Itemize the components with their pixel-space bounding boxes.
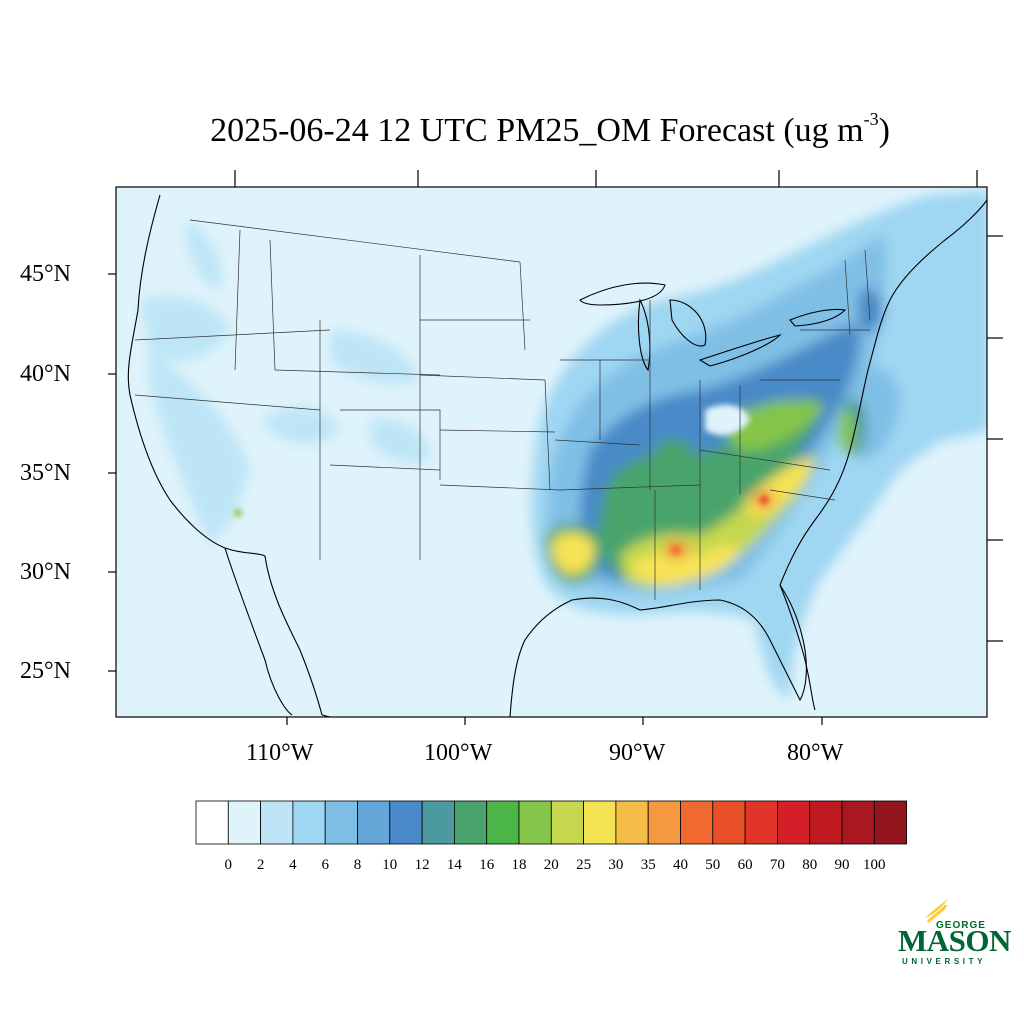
colorbar-swatch-14: [647, 800, 681, 845]
colorbar-swatch-7: [421, 800, 455, 845]
logo-line1: GEORGE: [936, 920, 986, 931]
colorbar-label-18: 80: [802, 857, 818, 873]
lat-label-40: 40°N: [20, 361, 71, 387]
colorbar-label-15: 50: [705, 857, 721, 873]
lon-label-110: 110°W: [246, 740, 314, 766]
colorbar-label-20: 100: [863, 857, 886, 873]
colorbar-label-7: 14: [446, 857, 462, 873]
colorbar-swatch-9: [486, 800, 520, 845]
colorbar-label-11: 25: [576, 857, 592, 873]
lon-label-90: 90°W: [609, 740, 666, 766]
colorbar-label-6: 12: [414, 857, 430, 873]
tick-marks: [108, 170, 1003, 725]
colorbar-swatch-16: [712, 800, 746, 845]
logo-line2: MASON: [898, 923, 1011, 958]
colorbar-swatch-21: [873, 800, 907, 845]
colorbar-label-1: 2: [256, 857, 265, 873]
colorbar-label-0: 0: [224, 857, 233, 873]
colorbar-swatch-1: [227, 800, 262, 845]
colorbar: [195, 800, 907, 845]
colorbar-label-19: 90: [834, 857, 850, 873]
lon-label-80: 80°W: [787, 740, 844, 766]
lat-label-35: 35°N: [20, 460, 71, 486]
colorbar-swatch-8: [453, 800, 488, 845]
colorbar-label-14: 40: [673, 857, 688, 873]
colorbar-swatch-4: [324, 800, 358, 845]
logo-line3: UNIVERSITY: [902, 957, 987, 966]
colorbar-label-12: 30: [608, 857, 624, 873]
colorbar-label-13: 35: [640, 857, 656, 873]
lon-label-100: 100°W: [424, 740, 493, 766]
map-frame: [115, 186, 988, 718]
lat-label-25: 25°N: [20, 658, 71, 684]
colorbar-label-2: 4: [289, 857, 297, 873]
colorbar-label-9: 18: [511, 857, 527, 873]
colorbar-swatch-5: [357, 800, 391, 845]
colorbar-label-3: 6: [321, 857, 329, 873]
colorbar-swatch-20: [841, 800, 875, 845]
colorbar-label-16: 60: [737, 857, 753, 873]
lat-label-30: 30°N: [20, 559, 71, 585]
colorbar-label-17: 70: [769, 857, 785, 873]
gmu-logo: GEORGE MASON UNIVERSITY: [898, 900, 1011, 970]
colorbar-swatch-18: [777, 800, 811, 845]
colorbar-swatch-19: [809, 800, 843, 845]
colorbar-swatch-0: [195, 800, 229, 845]
gmu-logo-mark: [925, 898, 948, 924]
colorbar-swatch-11: [550, 800, 584, 845]
coastlines: [127, 194, 987, 717]
colorbar-swatch-15: [680, 800, 714, 845]
title-close: ): [878, 112, 890, 149]
state-borders: [134, 219, 871, 600]
colorbar-label-5: 10: [382, 857, 398, 873]
colorbar-swatch-3: [292, 800, 326, 845]
title-exponent: -3: [863, 108, 879, 129]
colorbar-swatch-13: [615, 800, 649, 845]
colorbar-swatch-12: [583, 800, 617, 845]
colorbar-swatch-10: [518, 800, 552, 845]
hotspots: [234, 404, 768, 555]
colorbar-label-4: 8: [353, 857, 362, 873]
colorbar-label-8: 16: [479, 857, 495, 873]
colorbar-swatch-2: [260, 800, 294, 845]
lat-label-45: 45°N: [20, 261, 71, 287]
title-text: 2025-06-24 12 UTC PM25_OM Forecast (ug m: [210, 112, 864, 149]
map-title: 2025-06-24 12 UTC PM25_OM Forecast (ug m…: [0, 108, 1024, 150]
colorbar-swatch-6: [389, 800, 423, 845]
colorbar-label-10: 20: [543, 857, 559, 873]
colorbar-swatch-17: [744, 800, 778, 845]
